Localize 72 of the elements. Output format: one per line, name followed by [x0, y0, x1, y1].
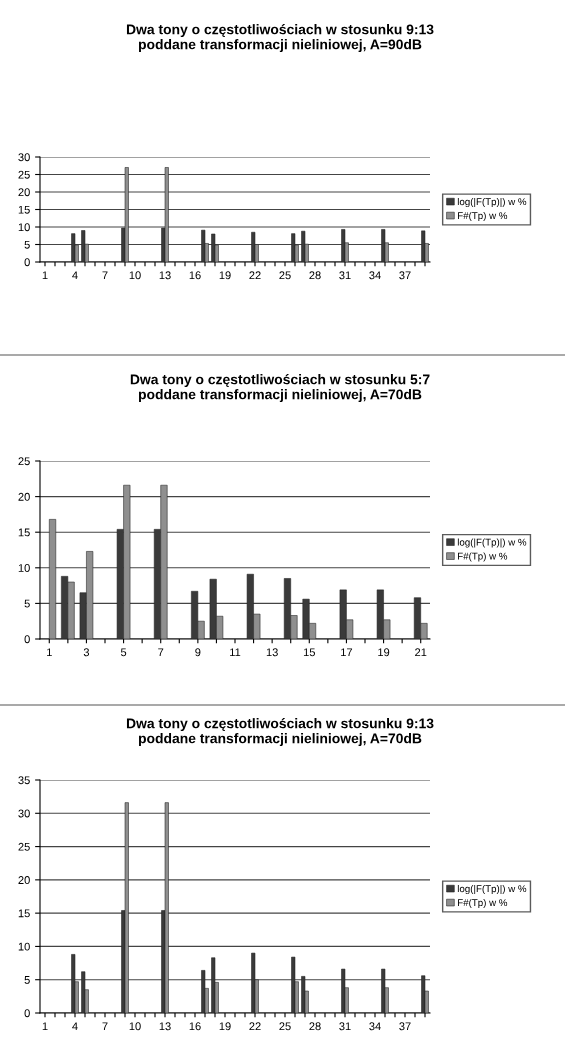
y-tick-label: 20 [18, 876, 30, 884]
x-tick-label: 31 [339, 271, 351, 280]
x-tick-label: 4 [72, 1022, 78, 1031]
x-tick-label: 19 [219, 1022, 231, 1031]
x-tick-label: 17 [341, 648, 353, 657]
legend-label: F#(Tp) w % [458, 898, 508, 909]
x-tick-label: 28 [309, 1022, 321, 1031]
legend-label: log(|F(Tp)|) w % [457, 884, 527, 895]
x-tick-label: 31 [339, 1022, 351, 1031]
legend-label: F#(Tp) w % [458, 211, 508, 222]
y-tick-label: 0 [24, 635, 30, 644]
bar [164, 167, 169, 262]
x-tick-label: 1 [42, 1022, 48, 1031]
x-tick-label: 4 [72, 271, 78, 280]
x-tick-label: 9 [195, 648, 201, 657]
y-tick-label: 20 [18, 188, 30, 197]
x-tick-label: 19 [219, 271, 231, 280]
x-tick-label: 16 [189, 271, 201, 280]
x-tick-label: 13 [159, 271, 171, 280]
y-tick-label: 15 [18, 205, 30, 214]
x-tick-label: 25 [279, 271, 291, 280]
y-tick-label: 20 [18, 492, 30, 501]
y-tick-label: 30 [18, 153, 30, 162]
bar [124, 167, 129, 262]
bar [49, 519, 57, 639]
x-tick-label: 34 [369, 271, 381, 280]
chart-title: Dwa tony o częstotliwościach w stosunku 5:7 poddane transformacji nieliniowej, A=70dB [130, 373, 430, 403]
y-tick-label: 0 [24, 1009, 30, 1018]
legend-label: log(|F(Tp)|) w % [457, 197, 527, 208]
x-tick-label: 13 [266, 648, 278, 657]
chart-title: Dwa tony o częstotliwościach w stosunku 9:13 poddane transformacji nieliniowej, A=70dB [126, 717, 434, 747]
y-tick-label: 5 [24, 240, 30, 249]
y-tick-label: 10 [18, 942, 30, 951]
y-tick-label: 25 [18, 842, 30, 851]
x-tick-label: 19 [378, 648, 390, 657]
x-tick-label: 22 [249, 1022, 261, 1031]
x-tick-label: 22 [249, 271, 261, 280]
x-tick-label: 37 [399, 1022, 411, 1031]
x-tick-label: 10 [129, 1022, 141, 1031]
x-tick-label: 7 [102, 1022, 108, 1031]
y-tick-label: 25 [18, 457, 30, 466]
legend-label: log(|F(Tp)|) w % [457, 538, 527, 548]
x-tick-label: 34 [369, 1022, 381, 1031]
x-tick-label: 3 [83, 648, 90, 657]
x-tick-label: 25 [279, 1022, 291, 1031]
y-tick-label: 25 [18, 170, 30, 179]
y-tick-label: 30 [18, 809, 30, 818]
x-tick-label: 1 [42, 271, 48, 280]
x-tick-label: 1 [47, 648, 52, 657]
y-tick-label: 15 [18, 528, 30, 537]
y-tick-label: 35 [18, 776, 30, 785]
x-tick-label: 7 [158, 648, 164, 657]
bar [124, 802, 129, 1013]
y-tick-label: 10 [18, 564, 30, 572]
legend-label: F#(Tp) w % [458, 552, 508, 562]
y-tick-label: 0 [24, 258, 30, 267]
bar [164, 802, 169, 1013]
x-tick-label: 28 [309, 271, 321, 280]
y-tick-label: 10 [18, 223, 30, 232]
chart-title: Dwa tony o częstotliwościach w stosunku 9:13 poddane transformacji nieliniowej, A=90dB [126, 23, 434, 53]
x-tick-label: 13 [159, 1022, 171, 1031]
x-tick-label: 15 [303, 648, 315, 657]
y-tick-label: 15 [18, 909, 30, 918]
x-tick-label: 5 [120, 648, 127, 657]
x-tick-label: 37 [399, 271, 411, 280]
x-tick-label: 10 [129, 271, 141, 280]
x-tick-label: 16 [189, 1022, 201, 1031]
x-tick-label: 11 [230, 648, 241, 657]
x-tick-label: 7 [102, 271, 108, 280]
y-tick-label: 5 [24, 599, 30, 608]
x-tick-label: 21 [415, 648, 427, 657]
y-tick-label: 5 [24, 976, 30, 984]
